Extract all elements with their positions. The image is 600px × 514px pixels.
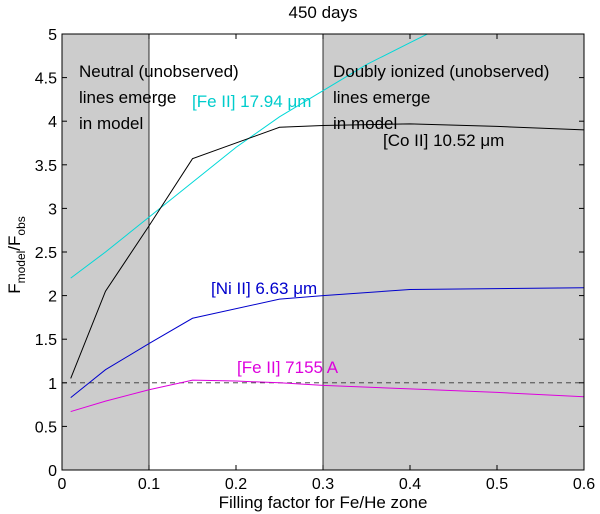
shaded-region-1 bbox=[322, 33, 585, 471]
label-co-ii-10-52: [Co II] 10.52 μm bbox=[383, 131, 504, 150]
series-line-2 bbox=[70, 287, 584, 399]
neutral-annotation-line1: Neutral (unobserved) bbox=[79, 62, 239, 81]
y-tick-label: 5 bbox=[48, 27, 57, 44]
y-label-sub-model: model bbox=[14, 251, 28, 284]
series-line-0 bbox=[70, 34, 428, 279]
y-tick-label: 3 bbox=[48, 201, 57, 218]
y-tick-label: 2 bbox=[48, 289, 57, 306]
x-tick-label: 0.4 bbox=[399, 476, 421, 493]
shaded-regions bbox=[61, 33, 585, 471]
x-axis-label: Filling factor for Fe/He zone bbox=[219, 493, 428, 512]
x-tick-label: 0.2 bbox=[225, 476, 247, 493]
label-fe-ii-7155: [Fe II] 7155 A bbox=[237, 358, 339, 377]
y-tick-label: 4 bbox=[48, 114, 57, 131]
chart-title: 450 days bbox=[289, 3, 358, 22]
x-tick-label: 0 bbox=[58, 476, 67, 493]
doubly-annotation-line2: lines emerge bbox=[333, 88, 430, 107]
ticks-group: 0 0.1 0.2 0.3 0.4 0.5 0.6 0 0.5 1 1.5 2 2.5 3 3.5 4 4.5 5 bbox=[35, 27, 595, 493]
y-label-sub-obs: obs bbox=[14, 216, 28, 235]
label-fe-ii-17-94: [Fe II] 17.94 μm bbox=[192, 92, 311, 111]
x-tick-label: 0.3 bbox=[312, 476, 334, 493]
doubly-annotation-line1: Doubly ionized (unobserved) bbox=[333, 62, 549, 81]
y-label-main: F bbox=[5, 283, 24, 293]
neutral-annotation-line3: in model bbox=[79, 114, 143, 133]
y-tick-label: 4.5 bbox=[35, 71, 57, 88]
x-tick-label: 0.1 bbox=[138, 476, 160, 493]
y-tick-label: 3.5 bbox=[35, 158, 57, 175]
series-group bbox=[70, 34, 584, 413]
y-tick-label: 1 bbox=[48, 376, 57, 393]
doubly-annotation-line3: in model bbox=[333, 114, 397, 133]
label-ni-ii-6-63: [Ni II] 6.63 μm bbox=[211, 279, 317, 298]
series-line-3 bbox=[70, 379, 584, 413]
y-tick-label: 0 bbox=[48, 463, 57, 480]
y-tick-label: 0.5 bbox=[35, 419, 57, 436]
x-tick-label: 0.5 bbox=[486, 476, 508, 493]
y-tick-label: 2.5 bbox=[35, 245, 57, 262]
y-axis-label: Fmodel/Fobs bbox=[5, 216, 28, 294]
x-tick-label: 0.6 bbox=[573, 476, 595, 493]
y-tick-label: 1.5 bbox=[35, 332, 57, 349]
neutral-annotation-line2: lines emerge bbox=[79, 88, 176, 107]
y-label-mid: /F bbox=[5, 236, 24, 251]
series-line-1 bbox=[70, 123, 584, 379]
